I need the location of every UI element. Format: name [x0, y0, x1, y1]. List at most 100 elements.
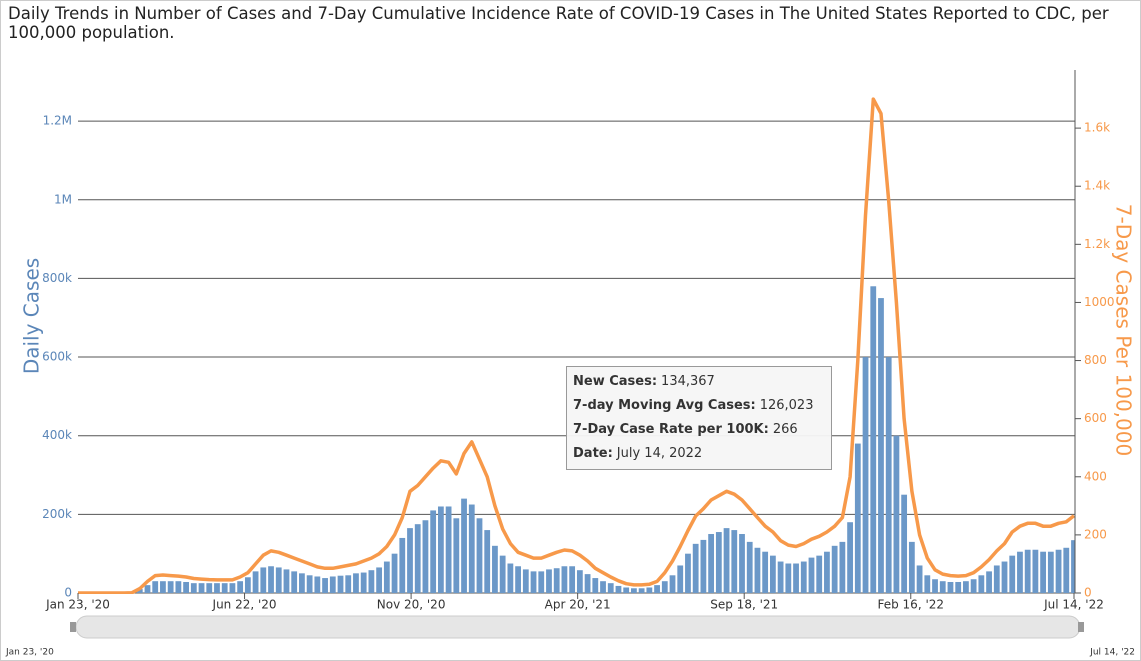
- y-tick-label: 600k: [42, 350, 72, 364]
- bar: [1024, 549, 1031, 593]
- bar: [252, 571, 259, 593]
- bar: [677, 565, 684, 593]
- bar: [878, 298, 884, 593]
- bar: [893, 435, 900, 593]
- bar: [692, 543, 699, 593]
- bar: [152, 581, 159, 593]
- tooltip: New Cases: 134,367 7-day Moving Avg Cases:…: [566, 366, 832, 470]
- navigator-start: Jan 23, '20: [5, 648, 54, 658]
- bar: [530, 571, 537, 593]
- bar: [198, 583, 205, 593]
- bar: [623, 587, 630, 593]
- tooltip-value: 266: [772, 422, 798, 437]
- bar: [399, 537, 406, 593]
- bar: [970, 579, 977, 593]
- navigator-handle[interactable]: [70, 622, 76, 632]
- bar: [762, 551, 769, 593]
- bar: [816, 555, 823, 593]
- bar: [808, 557, 815, 593]
- navigator-handle[interactable]: [1078, 622, 1084, 632]
- bar: [955, 581, 962, 593]
- y-tick-label: 1.2M: [43, 114, 72, 128]
- bar: [499, 555, 506, 593]
- bar: [275, 567, 282, 593]
- bar: [847, 522, 853, 593]
- bar: [800, 561, 807, 593]
- bar: [337, 575, 344, 593]
- bar: [422, 520, 429, 593]
- y2-tick-label: 1000: [1084, 295, 1115, 309]
- bar: [345, 575, 352, 593]
- bar: [175, 581, 182, 593]
- bar: [1055, 549, 1062, 593]
- bar: [986, 571, 992, 593]
- bar: [916, 565, 923, 593]
- bar: [785, 563, 792, 593]
- bar: [160, 581, 166, 593]
- bar: [244, 577, 251, 593]
- bar: [715, 532, 722, 593]
- grid: [78, 120, 1075, 594]
- tooltip-label: New Cases:: [573, 374, 658, 389]
- bar: [437, 506, 444, 593]
- bar: [391, 553, 398, 593]
- bar: [453, 518, 460, 593]
- bar: [492, 545, 498, 593]
- bar: [870, 286, 877, 593]
- bar: [430, 510, 437, 593]
- bar: [731, 530, 738, 593]
- bar: [901, 494, 908, 593]
- bar: [407, 528, 413, 593]
- bar: [322, 578, 328, 593]
- tooltip-row: 7-day Moving Avg Cases: 126,023: [573, 394, 825, 418]
- bar: [376, 567, 383, 593]
- navigator-track[interactable]: [75, 615, 1081, 639]
- x-tick-label: Jan 23, '20: [45, 598, 110, 612]
- y2-tick-label: 1.6k: [1084, 121, 1110, 135]
- bar: [638, 588, 645, 593]
- tooltip-label: 7-Day Case Rate per 100K:: [573, 422, 769, 437]
- x-tick-label: Jul 14, '22: [1043, 598, 1104, 612]
- lines: [78, 97, 1075, 594]
- bar: [661, 581, 668, 593]
- tooltip-row: 7-Day Case Rate per 100K: 266: [573, 418, 825, 442]
- bar: [221, 583, 228, 593]
- bar: [708, 534, 715, 593]
- bar: [360, 572, 367, 593]
- bar: [685, 553, 691, 593]
- y2-tick-label: 200: [1084, 527, 1107, 541]
- bar: [306, 575, 313, 593]
- bar: [932, 579, 938, 593]
- y2-tick-label: 1.2k: [1084, 237, 1110, 251]
- bar: [206, 583, 213, 593]
- bar: [723, 528, 730, 593]
- x-tick-label: Jun 22, '20: [212, 598, 277, 612]
- bar: [769, 555, 776, 593]
- bar: [885, 357, 892, 593]
- y2-tick-label: 600: [1084, 411, 1107, 425]
- y-axis-title: Daily Cases: [20, 258, 44, 374]
- x-tick-label: Sep 18, '21: [710, 598, 778, 612]
- bars: [129, 286, 1075, 593]
- bar: [1063, 547, 1070, 593]
- bar: [908, 541, 915, 593]
- y-tick-label: 800k: [42, 271, 72, 285]
- bar: [329, 576, 336, 593]
- bar: [924, 575, 931, 593]
- bar: [631, 588, 637, 593]
- bar: [739, 534, 745, 593]
- bar: [654, 585, 660, 593]
- bar: [314, 576, 321, 593]
- y2-axis-title: 7-Day Cases Per 100,000: [1112, 204, 1136, 456]
- y2-tick-label: 400: [1084, 469, 1107, 483]
- bar: [283, 569, 290, 593]
- bar: [484, 530, 491, 593]
- bar: [993, 565, 1000, 593]
- bar: [607, 583, 614, 593]
- tooltip-row: New Cases: 134,367: [573, 370, 825, 394]
- bar: [978, 575, 985, 593]
- bar: [553, 568, 560, 593]
- bar: [754, 547, 761, 593]
- bar: [468, 504, 475, 593]
